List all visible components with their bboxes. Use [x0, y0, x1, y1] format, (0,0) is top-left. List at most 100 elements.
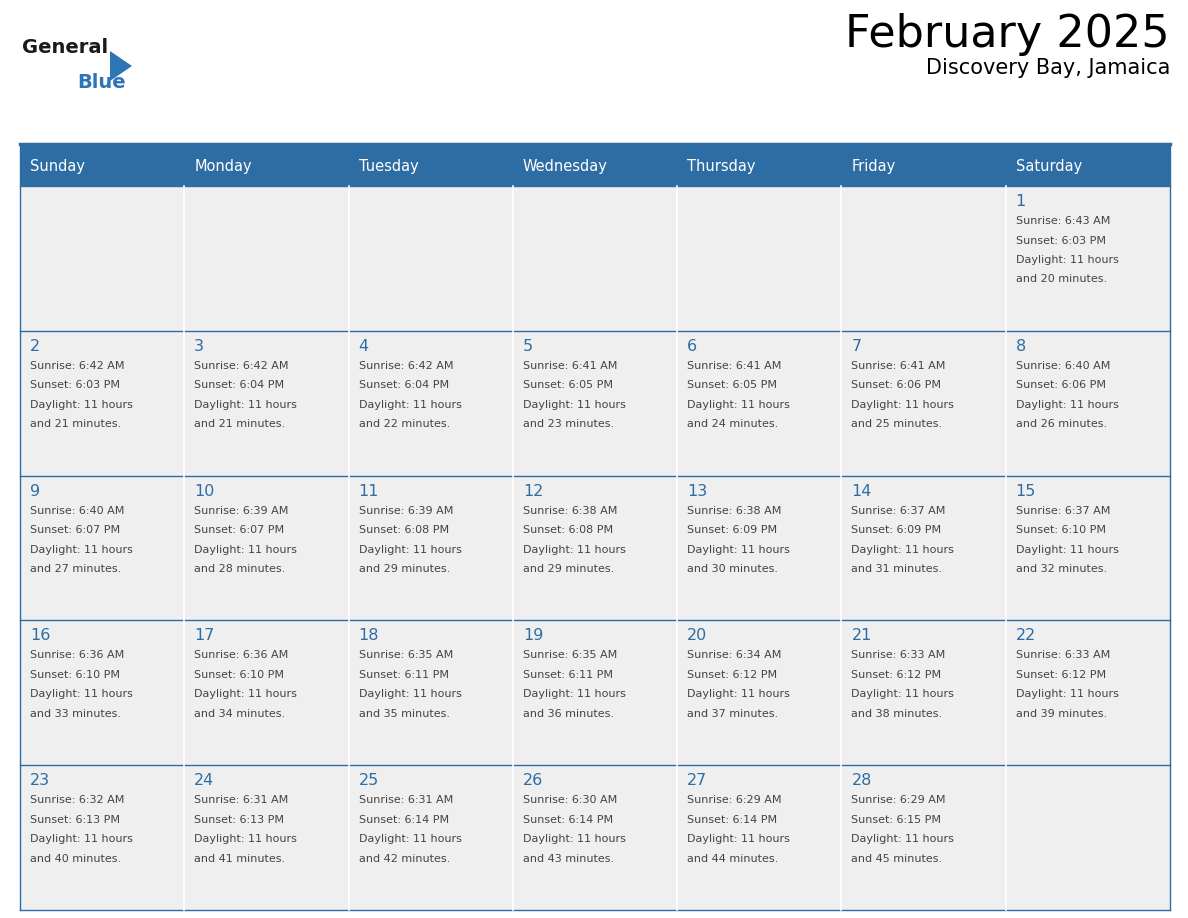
Text: 16: 16 [30, 629, 50, 644]
Text: Sunrise: 6:42 AM: Sunrise: 6:42 AM [30, 361, 125, 371]
Bar [184, 330, 348, 476]
Text: Daylight: 11 hours: Daylight: 11 hours [1016, 400, 1119, 409]
Text: and 33 minutes.: and 33 minutes. [30, 709, 121, 719]
Bar [20, 766, 184, 910]
Bar [677, 621, 841, 766]
Text: 9: 9 [30, 484, 40, 498]
Text: Daylight: 11 hours: Daylight: 11 hours [30, 689, 133, 700]
Text: 8: 8 [1016, 339, 1026, 353]
Text: 19: 19 [523, 629, 543, 644]
Bar [348, 621, 513, 766]
Text: 12: 12 [523, 484, 543, 498]
Text: Sunday: Sunday [30, 159, 86, 174]
Text: and 45 minutes.: and 45 minutes. [852, 854, 942, 864]
Text: Friday: Friday [852, 159, 896, 174]
Text: and 32 minutes.: and 32 minutes. [1016, 564, 1107, 574]
Text: Daylight: 11 hours: Daylight: 11 hours [852, 834, 954, 845]
Text: 26: 26 [523, 773, 543, 789]
Text: and 42 minutes.: and 42 minutes. [359, 854, 450, 864]
Text: and 21 minutes.: and 21 minutes. [30, 420, 121, 430]
Bar [677, 766, 841, 910]
Bar [841, 476, 1006, 621]
Bar [20, 476, 184, 621]
Text: Sunrise: 6:42 AM: Sunrise: 6:42 AM [359, 361, 453, 371]
Text: Blue: Blue [77, 73, 126, 92]
Text: Sunrise: 6:43 AM: Sunrise: 6:43 AM [1016, 216, 1110, 226]
Text: Sunrise: 6:39 AM: Sunrise: 6:39 AM [359, 506, 453, 516]
Bar [184, 476, 348, 621]
Bar [677, 476, 841, 621]
Text: Daylight: 11 hours: Daylight: 11 hours [195, 834, 297, 845]
Text: 18: 18 [359, 629, 379, 644]
Bar [20, 186, 184, 330]
Text: 17: 17 [195, 629, 215, 644]
Text: Sunrise: 6:34 AM: Sunrise: 6:34 AM [687, 650, 782, 660]
Text: Daylight: 11 hours: Daylight: 11 hours [1016, 689, 1119, 700]
Text: Sunset: 6:10 PM: Sunset: 6:10 PM [1016, 525, 1106, 535]
Text: Tuesday: Tuesday [359, 159, 418, 174]
Text: and 37 minutes.: and 37 minutes. [687, 709, 778, 719]
Text: Sunrise: 6:36 AM: Sunrise: 6:36 AM [30, 650, 125, 660]
Text: February 2025: February 2025 [846, 13, 1170, 56]
Text: Sunrise: 6:41 AM: Sunrise: 6:41 AM [852, 361, 946, 371]
Text: Daylight: 11 hours: Daylight: 11 hours [359, 544, 461, 554]
Text: and 41 minutes.: and 41 minutes. [195, 854, 285, 864]
Text: Sunrise: 6:31 AM: Sunrise: 6:31 AM [195, 795, 289, 805]
Text: Daylight: 11 hours: Daylight: 11 hours [1016, 255, 1119, 265]
Text: 21: 21 [852, 629, 872, 644]
Bar [184, 621, 348, 766]
Text: Sunrise: 6:32 AM: Sunrise: 6:32 AM [30, 795, 125, 805]
Text: and 34 minutes.: and 34 minutes. [195, 709, 285, 719]
Text: Sunset: 6:13 PM: Sunset: 6:13 PM [195, 814, 284, 824]
Bar [841, 766, 1006, 910]
Text: 23: 23 [30, 773, 50, 789]
Bar [348, 146, 513, 186]
Text: Sunset: 6:05 PM: Sunset: 6:05 PM [523, 380, 613, 390]
Bar [1006, 476, 1170, 621]
Text: Sunrise: 6:40 AM: Sunrise: 6:40 AM [1016, 361, 1110, 371]
Text: Sunrise: 6:39 AM: Sunrise: 6:39 AM [195, 506, 289, 516]
Text: and 43 minutes.: and 43 minutes. [523, 854, 614, 864]
Text: Sunrise: 6:37 AM: Sunrise: 6:37 AM [1016, 506, 1110, 516]
Bar [348, 186, 513, 330]
Text: Daylight: 11 hours: Daylight: 11 hours [523, 544, 626, 554]
Text: 5: 5 [523, 339, 533, 353]
Text: Sunset: 6:12 PM: Sunset: 6:12 PM [687, 670, 777, 680]
Text: 1: 1 [1016, 194, 1026, 209]
Text: Sunset: 6:04 PM: Sunset: 6:04 PM [359, 380, 449, 390]
Text: Sunset: 6:12 PM: Sunset: 6:12 PM [852, 670, 942, 680]
Bar [513, 476, 677, 621]
Text: Sunrise: 6:40 AM: Sunrise: 6:40 AM [30, 506, 125, 516]
Text: 14: 14 [852, 484, 872, 498]
Bar [1006, 766, 1170, 910]
Text: and 24 minutes.: and 24 minutes. [687, 420, 778, 430]
Text: 24: 24 [195, 773, 215, 789]
Text: Daylight: 11 hours: Daylight: 11 hours [687, 689, 790, 700]
Bar [841, 146, 1006, 186]
Text: 20: 20 [687, 629, 707, 644]
Text: Daylight: 11 hours: Daylight: 11 hours [30, 834, 133, 845]
Text: Daylight: 11 hours: Daylight: 11 hours [687, 400, 790, 409]
Text: Sunset: 6:14 PM: Sunset: 6:14 PM [687, 814, 777, 824]
Text: Sunrise: 6:33 AM: Sunrise: 6:33 AM [1016, 650, 1110, 660]
Text: and 20 minutes.: and 20 minutes. [1016, 274, 1107, 285]
Text: 25: 25 [359, 773, 379, 789]
Text: Sunrise: 6:42 AM: Sunrise: 6:42 AM [195, 361, 289, 371]
Text: and 25 minutes.: and 25 minutes. [852, 420, 942, 430]
Text: Sunset: 6:08 PM: Sunset: 6:08 PM [359, 525, 449, 535]
Text: and 28 minutes.: and 28 minutes. [195, 564, 285, 574]
Bar [184, 146, 348, 186]
Text: 28: 28 [852, 773, 872, 789]
Text: Sunset: 6:11 PM: Sunset: 6:11 PM [359, 670, 449, 680]
Text: Daylight: 11 hours: Daylight: 11 hours [523, 400, 626, 409]
Text: Sunset: 6:15 PM: Sunset: 6:15 PM [852, 814, 941, 824]
Text: Daylight: 11 hours: Daylight: 11 hours [359, 689, 461, 700]
Text: Sunrise: 6:35 AM: Sunrise: 6:35 AM [359, 650, 453, 660]
Text: and 44 minutes.: and 44 minutes. [687, 854, 778, 864]
Text: 22: 22 [1016, 629, 1036, 644]
Text: Sunset: 6:12 PM: Sunset: 6:12 PM [1016, 670, 1106, 680]
Bar [184, 766, 348, 910]
Bar [677, 186, 841, 330]
Text: Daylight: 11 hours: Daylight: 11 hours [359, 400, 461, 409]
Bar [20, 330, 184, 476]
